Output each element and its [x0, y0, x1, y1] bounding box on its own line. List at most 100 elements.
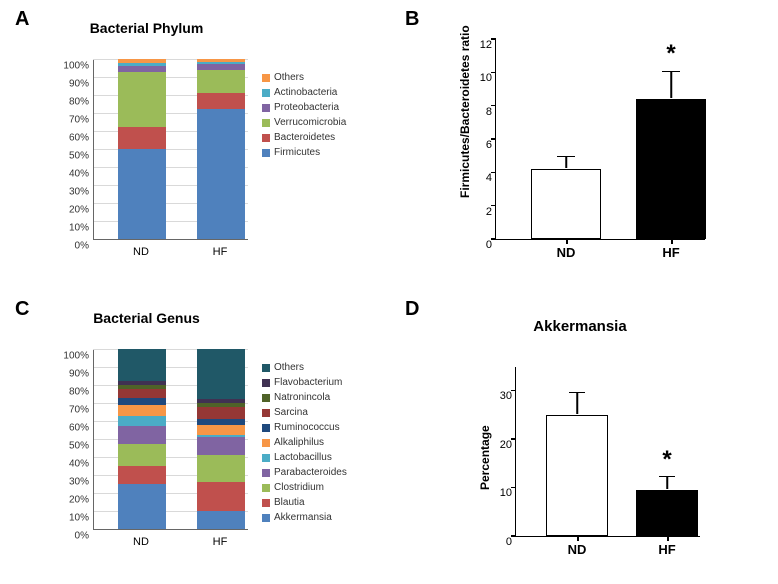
legend-item: Natronincola: [262, 392, 347, 403]
seg-proteobacteria: [197, 64, 245, 69]
ytick: 60%: [45, 423, 89, 434]
stacked-bar: [197, 349, 245, 529]
ytick: 50%: [45, 441, 89, 452]
seg-natronincola: [197, 403, 245, 407]
ytick-mark: [511, 487, 516, 489]
ytick: 20%: [45, 205, 89, 216]
ytick: 30: [500, 390, 516, 402]
ytick: 0: [486, 239, 496, 251]
panel-label-d: D: [405, 298, 419, 321]
legend-label: Akkermansia: [274, 512, 332, 523]
legend-label: Proteobacteria: [274, 102, 339, 113]
legend-swatch: [262, 454, 270, 462]
panel-label-c: C: [15, 298, 29, 321]
xcat: HF: [658, 536, 675, 557]
ytick: 8: [486, 106, 496, 118]
legend-item: Lactobacillus: [262, 452, 347, 463]
ytick: 80%: [45, 97, 89, 108]
seg-actinobacteria: [118, 63, 166, 67]
seg-alkaliphilus: [197, 425, 245, 436]
ytick: 4: [486, 172, 496, 184]
legend-item: Firmicutes: [262, 147, 346, 158]
error-cap: [569, 392, 585, 394]
ytick: 100%: [45, 351, 89, 362]
legend-swatch: [262, 104, 270, 112]
seg-bacteroidetes: [118, 127, 166, 149]
seg-akkermansia: [197, 511, 245, 529]
seg-lactobacillus: [118, 416, 166, 427]
ytick: 10%: [45, 513, 89, 524]
ytick: 30%: [45, 477, 89, 488]
bar-rect: [531, 169, 601, 239]
seg-verrucomicrobia: [197, 70, 245, 93]
panel-c: Bacterial Genus 0%10%20%30%40%50%60%70%8…: [45, 310, 385, 570]
legend-label: Others: [274, 72, 304, 83]
seg-blautia: [197, 482, 245, 511]
legend-swatch: [262, 149, 270, 157]
xcat: ND: [557, 239, 576, 260]
legend-swatch: [262, 364, 270, 372]
stacked-bar: [197, 59, 245, 239]
ytick-mark: [491, 238, 496, 240]
legend-item: Ruminococcus: [262, 422, 347, 433]
legend-label: Natronincola: [274, 392, 330, 403]
legend-label: Sarcina: [274, 407, 308, 418]
seg-natronincola: [118, 385, 166, 389]
xcat: ND: [568, 536, 587, 557]
significance-marker: *: [662, 446, 671, 474]
plot-area: 024681012NDHF*: [495, 40, 705, 240]
ytick: 70%: [45, 405, 89, 416]
error-bar: [565, 156, 567, 168]
legend-label: Alkaliphilus: [274, 437, 324, 448]
ytick: 60%: [45, 133, 89, 144]
seg-others: [118, 59, 166, 63]
seg-actinobacteria: [197, 62, 245, 65]
legend-swatch: [262, 469, 270, 477]
legend-swatch: [262, 74, 270, 82]
legend-swatch: [262, 484, 270, 492]
error-cap: [662, 71, 680, 73]
seg-sarcina: [118, 389, 166, 398]
seg-lactobacillus: [197, 435, 245, 437]
ytick: 10%: [45, 223, 89, 234]
ytick: 20: [500, 439, 516, 451]
ylabel: Percentage: [478, 425, 492, 490]
panel-a: Bacterial Phylum 0%10%20%30%40%50%60%70%…: [45, 20, 385, 270]
legend-item: Others: [262, 72, 346, 83]
xtick: ND: [133, 536, 149, 548]
ytick-mark: [491, 72, 496, 74]
ytick: 40%: [45, 459, 89, 470]
chart-d-title: Akkermansia: [460, 318, 700, 335]
panel-label-b: B: [405, 8, 419, 31]
seg-sarcina: [197, 407, 245, 420]
ytick: 0: [506, 536, 516, 548]
legend-item: Flavobacterium: [262, 377, 347, 388]
ytick: 20%: [45, 495, 89, 506]
ytick: 10: [480, 72, 496, 84]
ytick-mark: [511, 438, 516, 440]
legend-item: Proteobacteria: [262, 102, 346, 113]
error-bar: [576, 393, 578, 414]
legend-label: Firmicutes: [274, 147, 320, 158]
stacked-bar: [118, 59, 166, 239]
legend-label: Blautia: [274, 497, 305, 508]
legend-label: Flavobacterium: [274, 377, 342, 388]
legend-item: Sarcina: [262, 407, 347, 418]
ytick-mark: [511, 390, 516, 392]
legend-swatch: [262, 514, 270, 522]
legend-item: Blautia: [262, 497, 347, 508]
bar-rect: [546, 415, 608, 536]
legend-swatch: [262, 424, 270, 432]
error-cap: [557, 156, 575, 158]
ytick: 40%: [45, 169, 89, 180]
ytick: 6: [486, 139, 496, 151]
ytick-mark: [491, 138, 496, 140]
seg-alkaliphilus: [118, 405, 166, 416]
legend-item: Parabacteroides: [262, 467, 347, 478]
ytick: 2: [486, 206, 496, 218]
legend-item: Bacteroidetes: [262, 132, 346, 143]
xtick: HF: [213, 246, 228, 258]
legend-swatch: [262, 394, 270, 402]
legend: OthersActinobacteriaProteobacteriaVerruc…: [262, 72, 346, 162]
plot-area: [93, 350, 248, 530]
